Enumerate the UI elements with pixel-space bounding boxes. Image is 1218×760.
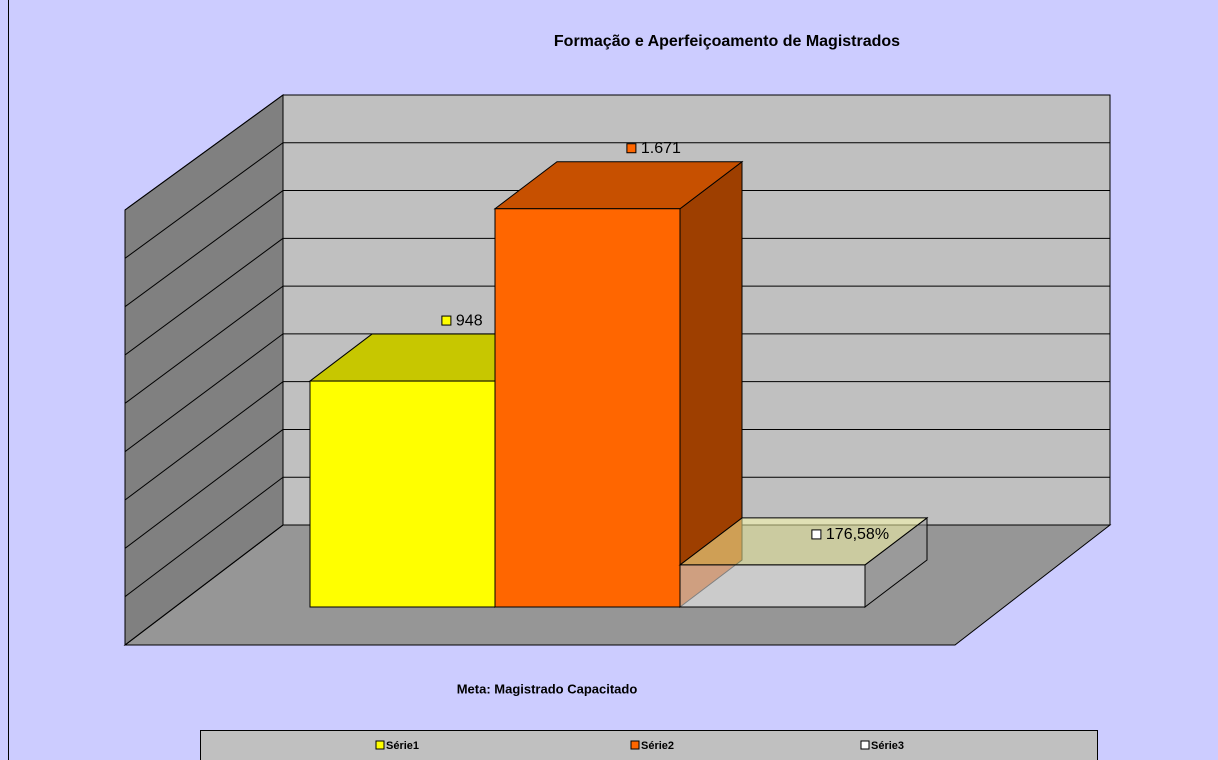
- bar: [309, 380, 496, 608]
- grid-line: [124, 190, 284, 308]
- grid-line: [124, 285, 284, 404]
- grid-line: [124, 524, 284, 646]
- legend-key: [375, 740, 385, 750]
- legend-label: Série3: [871, 740, 904, 752]
- x-axis-label: Meta: Magistrado Capacitado: [457, 681, 638, 696]
- grid-line: [124, 94, 284, 211]
- grid-line: [124, 429, 284, 549]
- chart-title: Formação e Aperfeiçoamento de Magistrado…: [554, 33, 900, 50]
- legend-label: Série2: [641, 740, 674, 752]
- grid-line: [124, 333, 284, 453]
- bar: [679, 564, 866, 608]
- legend: [200, 730, 1098, 760]
- grid-line: [124, 381, 284, 501]
- data-label: 1.671: [641, 140, 681, 157]
- legend-key: [860, 740, 870, 750]
- grid-line: [124, 142, 284, 259]
- data-label: 176,58%: [826, 526, 889, 543]
- data-label-key: [626, 143, 637, 154]
- legend-label: Série1: [386, 740, 419, 752]
- bar: [494, 208, 681, 608]
- data-label-key: [441, 315, 452, 326]
- legend-key: [630, 740, 640, 750]
- grid-line: [124, 476, 284, 598]
- grid-line: [124, 237, 284, 356]
- data-label-key: [811, 529, 822, 540]
- data-label: 948: [456, 312, 483, 329]
